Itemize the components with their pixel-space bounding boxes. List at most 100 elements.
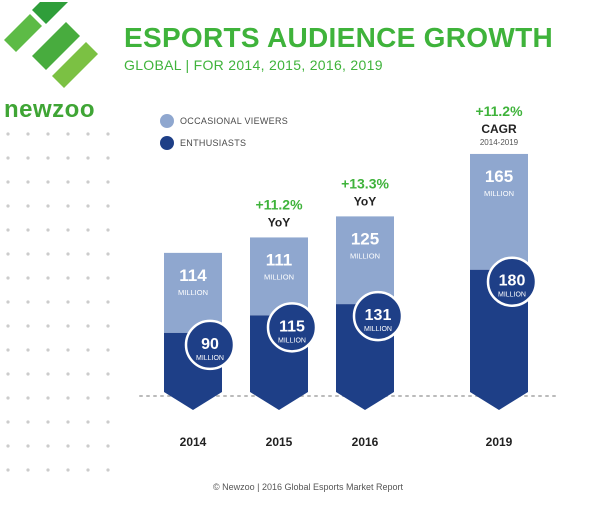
newzoo-logo (4, 2, 98, 88)
decor-dot (26, 156, 30, 160)
decor-dot (46, 132, 50, 136)
growth-label-2016: YoY (354, 194, 376, 208)
decor-dot (6, 132, 10, 136)
decor-dot (26, 324, 30, 328)
decor-dot (66, 180, 70, 184)
decor-dot (46, 468, 50, 472)
decor-dot (46, 204, 50, 208)
decor-dot (106, 156, 110, 160)
decor-dot (46, 252, 50, 256)
decor-dot (46, 180, 50, 184)
decor-dot (26, 396, 30, 400)
decor-dot (6, 300, 10, 304)
decor-dot (26, 348, 30, 352)
value-label-occasional-2019: 165 (485, 167, 513, 186)
x-tick-label-2016: 2016 (352, 435, 379, 449)
decor-dot (86, 228, 90, 232)
x-tick-label-2019: 2019 (486, 435, 513, 449)
decor-dot (106, 348, 110, 352)
growth-label-2019: CAGR (481, 122, 517, 136)
value-label-occasional-2016: 125 (351, 229, 379, 248)
brand-name: newzoo (4, 96, 95, 123)
decor-dot (66, 420, 70, 424)
decor-dot (66, 276, 70, 280)
unit-label-occasional-2019: MILLION (484, 189, 514, 198)
decor-dot (46, 396, 50, 400)
unit-label-occasional-2015: MILLION (264, 272, 294, 281)
x-tick-label-2015: 2015 (266, 435, 293, 449)
value-label-enthusiasts-2014: 90 (201, 336, 219, 353)
unit-label-enthusiasts-2016: MILLION (364, 326, 392, 333)
unit-label-occasional-2014: MILLION (178, 288, 208, 297)
decor-dot (26, 132, 30, 136)
decor-dot (86, 276, 90, 280)
unit-label-enthusiasts-2019: MILLION (498, 292, 526, 299)
decor-dot (66, 372, 70, 376)
value-label-enthusiasts-2016: 131 (365, 307, 392, 324)
decor-dot (106, 300, 110, 304)
decor-dot (6, 396, 10, 400)
decor-dot (86, 396, 90, 400)
decor-dot (86, 252, 90, 256)
decor-dot (86, 372, 90, 376)
decor-dot (86, 420, 90, 424)
decor-dot (6, 372, 10, 376)
decor-dot (106, 372, 110, 376)
decor-dot (26, 228, 30, 232)
decor-dot (106, 468, 110, 472)
decor-dot (86, 204, 90, 208)
chart-title: ESPORTS AUDIENCE GROWTH (124, 22, 553, 53)
decor-dot (86, 180, 90, 184)
value-label-occasional-2014: 114 (179, 266, 207, 285)
decor-dot (66, 204, 70, 208)
decor-dot (86, 444, 90, 448)
decor-dot (6, 204, 10, 208)
decor-dot (46, 300, 50, 304)
decor-dot (6, 420, 10, 424)
decor-dot (66, 324, 70, 328)
decor-dot (66, 300, 70, 304)
value-label-occasional-2015: 111 (266, 250, 293, 269)
decor-dot (46, 228, 50, 232)
growth-value-2019: +11.2% (475, 103, 523, 119)
decor-dot (6, 324, 10, 328)
growth-label-2015: YoY (268, 215, 290, 229)
decor-dot (66, 468, 70, 472)
decor-dot (66, 228, 70, 232)
decor-dot (106, 276, 110, 280)
growth-value-2015: +11.2% (255, 196, 303, 212)
decor-dot (6, 252, 10, 256)
chart-subtitle: GLOBAL | FOR 2014, 2015, 2016, 2019 (124, 57, 383, 73)
decor-dot (6, 180, 10, 184)
decor-dot (26, 180, 30, 184)
decor-dot (26, 372, 30, 376)
growth-sublabel-2019: 2014-2019 (480, 138, 519, 147)
decor-dot (46, 276, 50, 280)
decor-dot (26, 300, 30, 304)
decor-dot (26, 420, 30, 424)
footer-credit: © Newzoo | 2016 Global Esports Market Re… (212, 482, 404, 492)
decor-dot (86, 132, 90, 136)
decor-dot (46, 420, 50, 424)
decor-dot (106, 420, 110, 424)
decor-dot (66, 348, 70, 352)
decor-dot (86, 300, 90, 304)
legend-swatch-occasional (160, 114, 174, 128)
legend-item-enthusiasts: ENTHUSIASTS (160, 134, 288, 152)
legend-label-enthusiasts: ENTHUSIASTS (180, 138, 247, 148)
bar-occasional-2015 (250, 237, 308, 316)
bar-occasional-2014 (164, 252, 222, 333)
decor-dot (66, 252, 70, 256)
unit-label-enthusiasts-2014: MILLION (196, 355, 224, 362)
decor-dot (46, 324, 50, 328)
decor-dot (106, 132, 110, 136)
decor-dot (6, 348, 10, 352)
decor-dot (106, 324, 110, 328)
decor-dot (6, 468, 10, 472)
decor-dot (106, 252, 110, 256)
decor-dot (106, 204, 110, 208)
decor-dot (66, 156, 70, 160)
decor-dot (86, 324, 90, 328)
